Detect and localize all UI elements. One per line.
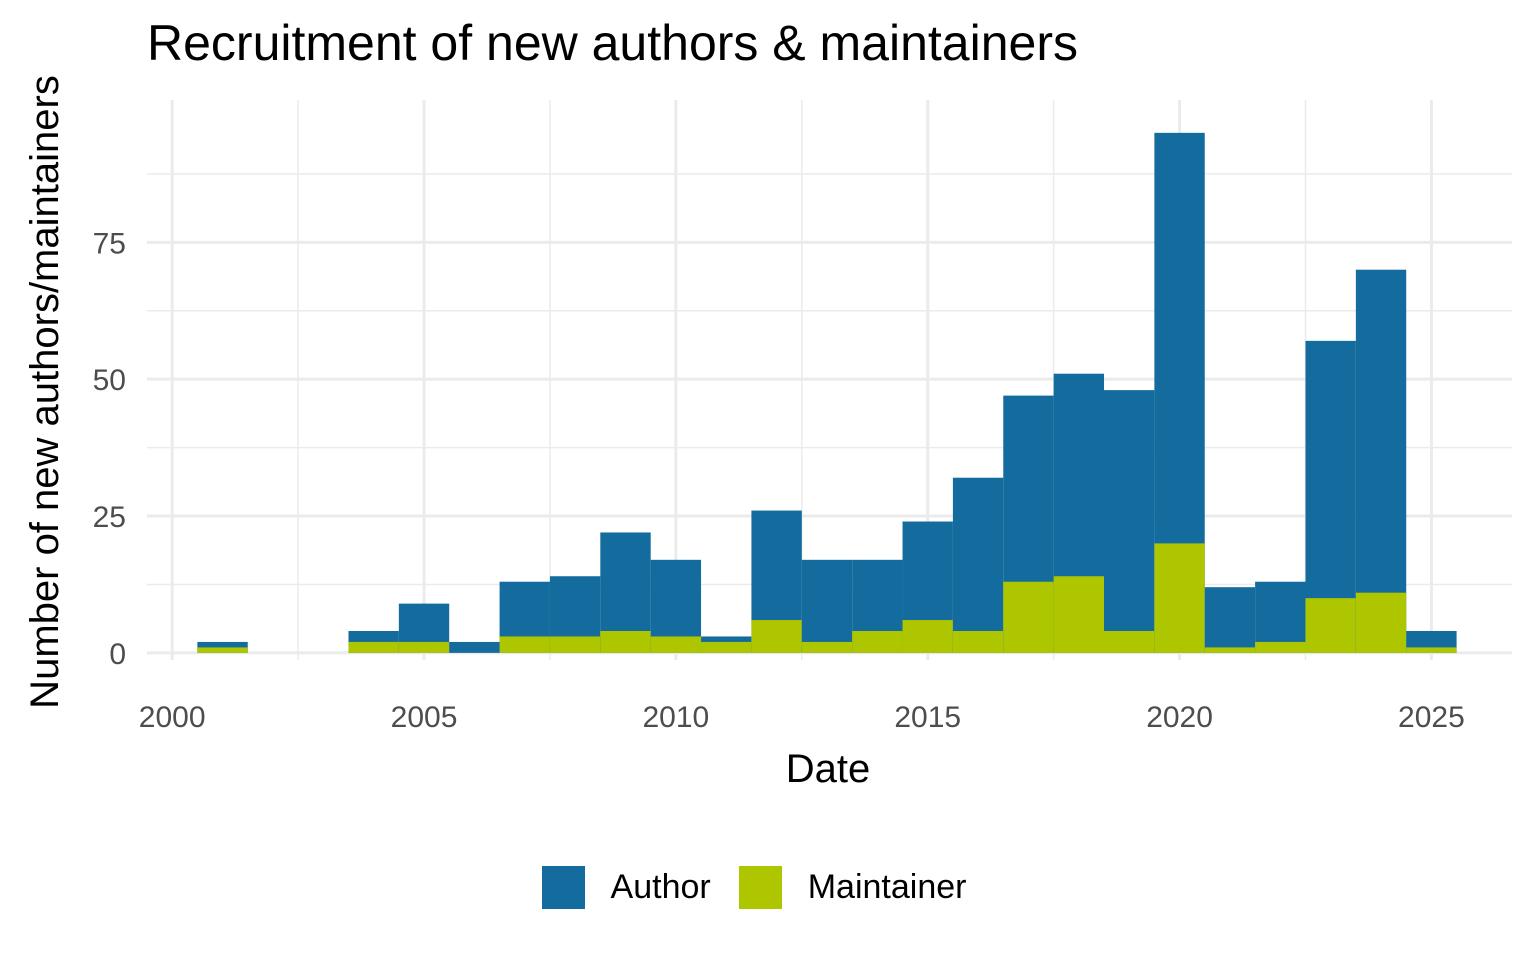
bar-author [1406,630,1457,653]
bar-author [197,641,248,653]
legend-label-author: Author [610,868,711,906]
bar-maintainer [348,641,399,653]
y-tick-label: 50 [93,364,126,397]
bar-maintainer [1154,543,1205,653]
bar-author [1255,581,1306,653]
y-tick-label: 0 [109,638,126,671]
y-axis-label: Number of new authors/maintainers [23,75,67,709]
bar-maintainer [600,630,651,653]
bar-author [952,477,1004,653]
y-tick-label: 25 [93,501,126,534]
bar-maintainer [1104,630,1155,653]
bar-maintainer [1204,647,1256,653]
legend: Author Maintainer [0,866,1536,909]
bar-maintainer [650,636,702,653]
bar-maintainer [701,641,752,653]
bar-maintainer [549,636,601,653]
x-tick-label: 2025 [1398,701,1465,734]
bar-maintainer [852,630,903,653]
legend-swatch-author [541,866,585,909]
x-tick-label: 2020 [1146,701,1213,734]
bar-maintainer [1305,598,1356,653]
legend-label-maintainer: Maintainer [807,868,967,906]
bar-maintainer [1053,576,1105,653]
bar-maintainer [902,620,953,653]
bar-author [449,641,500,653]
bar-maintainer [1003,581,1054,653]
bar-author [1104,390,1155,653]
axis-layer: 2000 2005 2010 2015 2020 2025 0 25 50 75 [93,227,1465,734]
bar-maintainer [801,641,853,653]
x-tick-label: 2000 [139,701,206,734]
bar-maintainer [751,620,802,653]
x-tick-label: 2005 [391,701,458,734]
x-tick-label: 2015 [894,701,961,734]
legend-swatch-maintainer [738,866,782,909]
bar-author [1355,269,1407,653]
bar-author [801,559,853,653]
bar-maintainer [499,636,550,653]
bar-maintainer [1355,592,1407,653]
bar-maintainer [197,647,248,653]
x-axis-label: Date [786,747,871,791]
bars-layer [197,132,1457,653]
bar-maintainer [952,630,1004,653]
bar-maintainer [1255,641,1306,653]
x-tick-label: 2010 [642,701,709,734]
bar-author [1204,587,1256,653]
legend-item-author: Author [541,866,739,909]
bar-maintainer [1406,647,1457,653]
chart-title: Recruitment of new authors & maintainers [147,15,1078,71]
bar-maintainer [398,641,450,653]
y-tick-label: 75 [93,227,126,260]
legend-item-maintainer: Maintainer [738,866,995,909]
